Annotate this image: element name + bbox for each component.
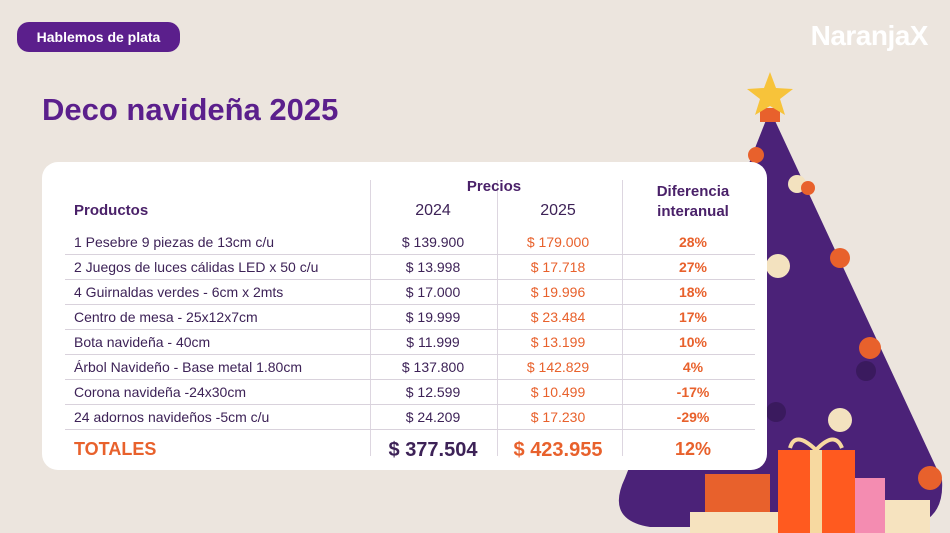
totals-label: TOTALES <box>74 439 157 459</box>
product-name: Centro de mesa - 25x12x7cm <box>74 309 258 325</box>
header-diff: Diferencia interanual <box>656 183 730 220</box>
price-2025: $ 142.829 <box>526 359 590 375</box>
header-prices: Precios <box>466 178 522 195</box>
row-line <box>65 379 755 380</box>
product-name: Bota navideña - 40cm <box>74 334 211 350</box>
difference: -29% <box>676 409 710 425</box>
price-2024: $ 137.800 <box>401 359 465 375</box>
difference: 17% <box>678 309 708 325</box>
row-line <box>65 404 755 405</box>
difference: -17% <box>676 384 710 400</box>
price-2024: $ 19.999 <box>405 309 461 325</box>
header-year: 2025 <box>540 202 576 219</box>
price-2024: $ 13.998 <box>405 259 461 275</box>
badge: Hablemos de plata <box>17 22 180 52</box>
difference: 4% <box>682 359 704 375</box>
row-line <box>65 304 755 305</box>
price-2025: $ 13.199 <box>530 334 586 350</box>
product-name: 4 Guirnaldas verdes - 6cm x 2mts <box>74 284 284 300</box>
price-table: Productos Precios 2024 2025 Diferencia i… <box>42 162 767 470</box>
price-2025: $ 19.996 <box>530 284 586 300</box>
row-line <box>65 254 755 255</box>
difference: 10% <box>678 334 708 350</box>
row-line <box>65 354 755 355</box>
row-line <box>65 279 755 280</box>
difference: 27% <box>678 259 708 275</box>
row-line <box>65 429 755 430</box>
total-diff: 12% <box>674 439 712 459</box>
header-products: Productos <box>74 202 149 219</box>
divider <box>622 180 623 456</box>
difference: 28% <box>678 234 708 250</box>
price-2025: $ 17.230 <box>530 409 586 425</box>
price-2024: $ 139.900 <box>401 234 465 250</box>
product-name: Árbol Navideño - Base metal 1.80cm <box>74 359 302 375</box>
price-2024: $ 11.999 <box>406 334 460 350</box>
product-name: Corona navideña -24x30cm <box>74 384 246 400</box>
total-2024: $ 377.504 <box>388 439 478 461</box>
price-2024: $ 12.599 <box>405 384 461 400</box>
total-2025: $ 423.955 <box>513 439 603 461</box>
price-2025: $ 10.499 <box>530 384 586 400</box>
price-2024: $ 17.000 <box>405 284 461 300</box>
title: Deco navideña 2025 <box>42 92 339 127</box>
row-line <box>65 329 755 330</box>
product-name: 24 adornos navideños -5cm c/u <box>74 409 270 425</box>
header-year: 2024 <box>415 202 451 219</box>
product-name: 1 Pesebre 9 piezas de 13cm c/u <box>74 234 275 250</box>
divider <box>497 180 498 456</box>
price-2025: $ 17.718 <box>530 259 586 275</box>
price-2024: $ 24.209 <box>405 409 461 425</box>
divider <box>370 180 371 456</box>
brand-logo: NaranjaX <box>810 20 929 51</box>
price-2025: $ 179.000 <box>526 234 590 250</box>
price-2025: $ 23.484 <box>530 309 586 325</box>
product-name: 2 Juegos de luces cálidas LED x 50 c/u <box>74 259 319 275</box>
difference: 18% <box>678 284 708 300</box>
